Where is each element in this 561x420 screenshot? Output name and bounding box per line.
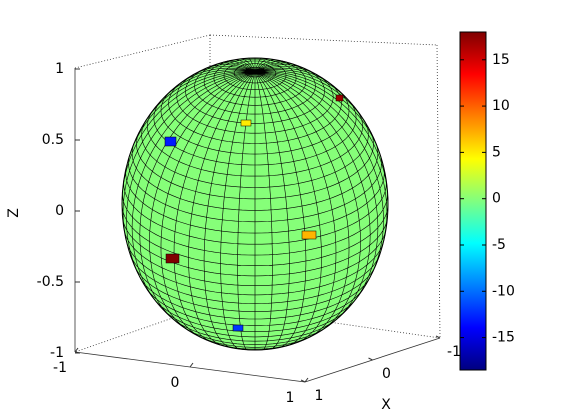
x-tick-label: -1 <box>53 360 67 376</box>
y-tick <box>435 335 441 339</box>
x-tick <box>304 377 309 383</box>
x-tick-label: 1 <box>286 390 295 406</box>
z-tick-label: -1 <box>50 345 64 361</box>
colorbar-tick-label: 10 <box>492 98 510 114</box>
sphere-outline <box>121 57 389 351</box>
colorbar-tick-label: -5 <box>492 237 506 253</box>
z-tick-label: 1 <box>55 61 64 77</box>
colorbar-tick-label: 15 <box>492 52 510 68</box>
surface-patch <box>301 230 317 240</box>
y-tick <box>368 357 373 361</box>
surface-patch <box>232 324 244 332</box>
z-axis-label: Z <box>6 208 22 218</box>
y-tick-label: -1 <box>447 344 461 360</box>
surface-patch <box>164 136 177 147</box>
surface-patch <box>335 94 344 102</box>
y-tick <box>300 379 306 383</box>
x-axis-label: X <box>381 397 391 413</box>
colorbar-tick-label: -10 <box>492 283 515 299</box>
y-tick-label: 1 <box>315 388 324 404</box>
colorbar <box>459 31 487 371</box>
surface-patch <box>165 253 180 264</box>
colorbar-tick-label: -15 <box>492 330 515 346</box>
x-tick-label: 0 <box>171 375 180 391</box>
colorbar-tick-label: 0 <box>492 191 501 207</box>
x-tick <box>74 347 79 353</box>
y-tick-label: 0 <box>382 366 391 382</box>
surface-patch <box>240 119 252 127</box>
z-tick-label: 0 <box>55 203 64 219</box>
z-tick-label: 0.5 <box>42 132 64 148</box>
z-tick-label: -0.5 <box>37 274 64 290</box>
sphere <box>121 57 389 351</box>
colorbar-tick-label: 5 <box>492 144 501 160</box>
x-tick <box>189 362 194 368</box>
